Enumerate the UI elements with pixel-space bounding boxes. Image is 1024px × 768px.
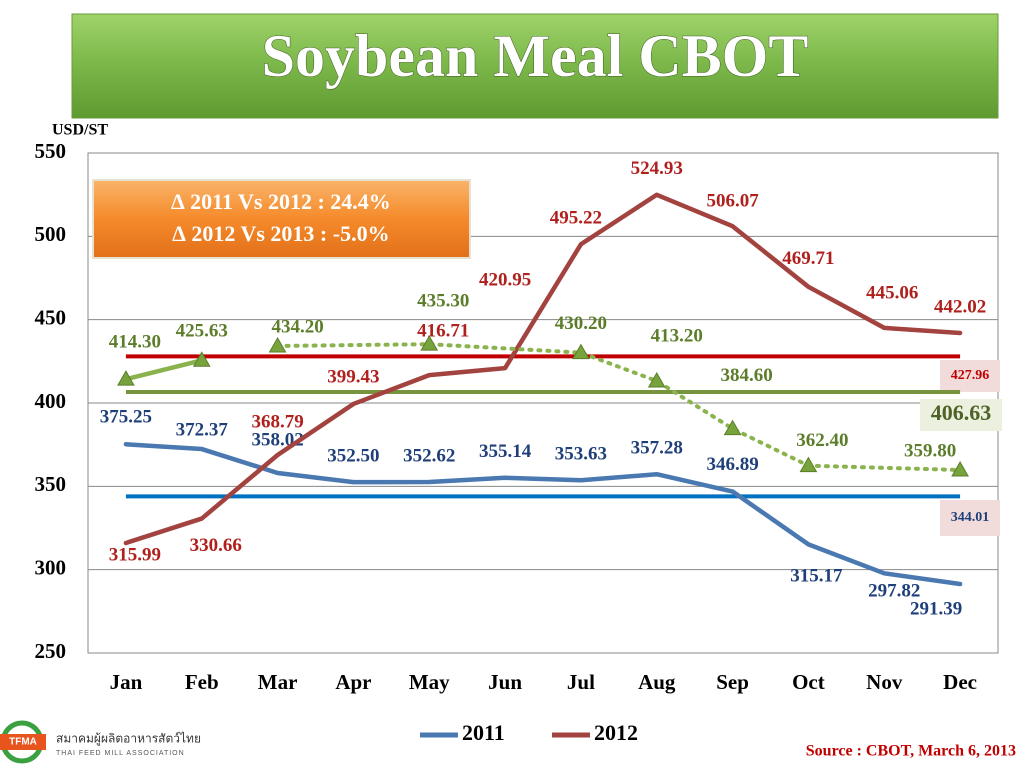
data-label: 346.89	[706, 454, 758, 475]
series-line	[123, 442, 963, 587]
reference-label-box	[940, 360, 1000, 392]
x-tick-label: Dec	[943, 670, 977, 694]
reference-label: 406.63	[931, 400, 992, 425]
data-label: 372.37	[176, 419, 229, 440]
marker	[647, 371, 666, 388]
y-tick-label: 500	[35, 222, 67, 246]
data-label: 416.71	[417, 321, 469, 342]
data-label: 445.06	[866, 282, 918, 303]
x-tick-label: Oct	[792, 670, 825, 694]
data-label: 315.99	[109, 544, 161, 565]
marker	[268, 336, 287, 353]
x-tick-label: Jun	[488, 670, 522, 694]
data-label: 353.63	[555, 444, 607, 465]
annotation: ∆ 2011 Vs 2012 : 24.4%	[171, 189, 391, 214]
y-tick-label: 400	[35, 389, 67, 413]
data-label: 297.82	[868, 581, 920, 602]
data-label: 413.20	[651, 325, 703, 346]
data-label: 524.93	[631, 158, 683, 179]
x-tick-label: Feb	[185, 670, 219, 694]
logo-mark: TFMA	[9, 737, 37, 748]
data-label: 352.50	[327, 446, 379, 467]
marker	[723, 419, 742, 436]
legend-label: 2012	[594, 720, 638, 745]
marker	[951, 460, 969, 477]
data-label: 434.20	[271, 316, 323, 337]
y-axis-label: USD/ST	[52, 122, 108, 139]
x-tick-label: Apr	[335, 670, 371, 694]
chart-title: Soybean Meal CBOT	[262, 23, 809, 89]
x-tick-label: Mar	[258, 670, 298, 694]
data-label: 315.17	[790, 566, 843, 587]
series-line	[123, 192, 963, 546]
data-label: 330.66	[190, 535, 242, 556]
data-label: 362.40	[796, 430, 848, 451]
marker	[117, 370, 135, 386]
y-tick-label: 350	[35, 472, 67, 496]
annotation-box	[92, 179, 471, 259]
x-tick-label: Nov	[866, 670, 903, 694]
data-label: 359.80	[904, 440, 956, 461]
data-label: 414.30	[109, 332, 161, 353]
reference-label-box	[940, 500, 1000, 536]
data-label: 420.95	[479, 269, 531, 290]
x-tick-label: Aug	[638, 670, 676, 694]
y-tick-label: 450	[35, 305, 67, 329]
data-label: 384.60	[720, 365, 772, 386]
data-label: 442.02	[934, 296, 986, 317]
y-tick-label: 250	[35, 639, 67, 663]
marker	[799, 456, 818, 473]
x-tick-label: Jan	[110, 670, 143, 694]
data-label: 495.22	[550, 208, 602, 229]
reference-label-box	[920, 399, 1002, 431]
data-label: 368.79	[251, 411, 303, 432]
series-line	[275, 342, 963, 472]
data-label: 375.25	[100, 407, 152, 428]
data-label: 358.02	[251, 429, 303, 450]
series-line	[123, 358, 204, 382]
data-label: 425.63	[176, 321, 228, 342]
y-tick-label: 300	[35, 555, 67, 579]
data-label: 430.20	[555, 313, 607, 334]
source: Source : CBOT, March 6, 2013	[806, 743, 1016, 760]
logo-name: สมาคมผู้ผลิตอาหารสัตว์ไทย	[56, 732, 201, 747]
x-tick-label: Sep	[716, 670, 749, 694]
y-tick-label: 550	[35, 139, 67, 163]
logo-band	[0, 734, 46, 750]
logo-name-en: THAI FEED MILL ASSOCIATION	[56, 750, 185, 757]
data-label: 357.28	[631, 438, 683, 459]
annotation: ∆ 2012 Vs 2013 : -5.0%	[172, 221, 389, 246]
marker	[420, 335, 439, 351]
data-label: 469.71	[782, 248, 834, 269]
reference-label: 344.01	[951, 510, 990, 525]
x-tick-label: May	[409, 670, 450, 694]
data-label: 291.39	[910, 598, 962, 619]
marker	[572, 343, 590, 360]
plot: 250 300 350 400 450 500 550 Jan Feb Mar Apr May Jun J…	[35, 139, 1002, 745]
legend-label: 2011	[462, 720, 505, 745]
data-label: 506.07	[706, 191, 759, 212]
x-tick-label: Jul	[567, 670, 595, 694]
data-label: 352.62	[403, 445, 455, 466]
title-banner	[71, 13, 999, 119]
data-label: 355.14	[479, 441, 532, 462]
data-label: 435.30	[417, 291, 469, 312]
reference-label: 427.96	[951, 368, 990, 383]
marker	[192, 351, 211, 367]
data-label: 399.43	[327, 366, 379, 387]
